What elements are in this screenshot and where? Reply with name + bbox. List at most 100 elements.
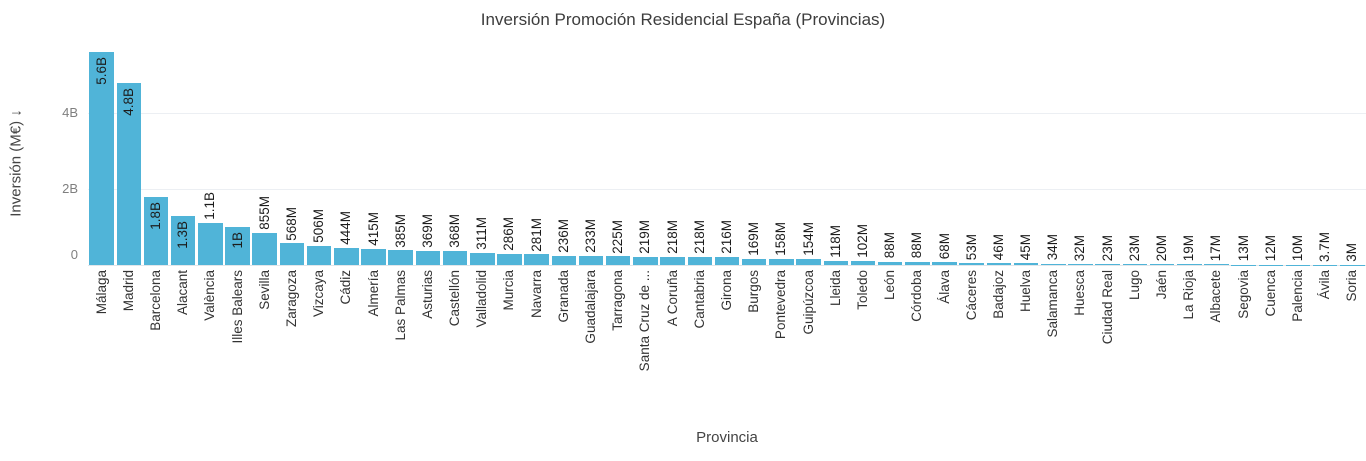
- bar-value-label: 1.8B: [147, 201, 163, 230]
- bar[interactable]: [1095, 264, 1120, 265]
- x-tick-label: Córdoba: [909, 270, 925, 322]
- bar[interactable]: [1122, 264, 1148, 265]
- bar[interactable]: [714, 256, 740, 265]
- bar[interactable]: [850, 261, 876, 265]
- bar-value-label: 13M: [1235, 235, 1251, 262]
- bar[interactable]: [986, 263, 1012, 265]
- bar[interactable]: [959, 263, 984, 265]
- x-tick-label: Guipúzcoa: [800, 270, 816, 335]
- bar[interactable]: [796, 259, 821, 265]
- x-tick-label: Las Palmas: [392, 270, 408, 341]
- x-tick-label: Toledo: [854, 270, 870, 310]
- bar[interactable]: [143, 196, 169, 265]
- bar[interactable]: [1149, 264, 1175, 265]
- bar-value-label: 5.6B: [93, 57, 109, 85]
- x-tick-label: Illes Balears: [229, 270, 245, 344]
- x-tick-label: Lugo: [1126, 270, 1142, 301]
- x-tick-label: Murcia: [501, 270, 517, 311]
- bar-value-label: 19M: [1181, 235, 1197, 262]
- x-tick-label: Salamanca: [1045, 270, 1061, 338]
- bar-value-label: 169M: [746, 221, 762, 256]
- bar[interactable]: [442, 251, 468, 265]
- bar[interactable]: [551, 256, 577, 265]
- bar[interactable]: [415, 250, 441, 265]
- bar-value-label: 10M: [1290, 235, 1306, 262]
- gridline-4b: [88, 113, 1366, 114]
- bar-value-label: 369M: [419, 214, 435, 248]
- plot-area: 5.6B 4.8B 1.8B 1.3B 1.1B 1B 855M 568M 506M 444M 41…: [88, 40, 1366, 265]
- x-tick-label: Badajoz: [990, 270, 1006, 319]
- x-tick-label: Burgos: [746, 270, 762, 313]
- bar[interactable]: [279, 243, 305, 265]
- bar[interactable]: [524, 254, 549, 265]
- bar-value-label: 158M: [773, 222, 789, 256]
- bar[interactable]: [1041, 263, 1066, 265]
- bar[interactable]: [605, 256, 631, 265]
- bar[interactable]: [497, 254, 522, 265]
- gridline-2b: [88, 189, 1366, 190]
- bar-value-label: 233M: [583, 219, 599, 254]
- bar-value-label: 154M: [800, 222, 816, 257]
- bar-value-label: 236M: [555, 219, 571, 254]
- bar[interactable]: [741, 258, 767, 265]
- bar[interactable]: [361, 249, 386, 265]
- bar-value-label: 219M: [637, 219, 653, 254]
- bar-value-label: 45M: [1018, 234, 1034, 261]
- y-axis-title: Inversión (M€) ↓: [7, 109, 25, 217]
- x-tick-label: Zaragoza: [283, 270, 299, 328]
- bar[interactable]: [334, 248, 359, 265]
- x-tick-label: Valladolid: [474, 270, 490, 328]
- bar-value-label: 385M: [392, 213, 408, 248]
- bar[interactable]: [89, 52, 114, 265]
- y-tick-4b: 4B: [62, 105, 78, 120]
- bar[interactable]: [1013, 263, 1039, 265]
- bar[interactable]: [905, 261, 930, 265]
- bar-value-label: 311M: [474, 217, 490, 251]
- x-tick-label: Ciudad Real: [1099, 270, 1115, 345]
- bar-value-label: 32M: [1072, 234, 1088, 261]
- x-tick-label: Madrid: [120, 270, 136, 312]
- bar-value-label: 225M: [610, 219, 626, 254]
- bar[interactable]: [388, 250, 413, 265]
- x-tick-label: Pontevedra: [773, 270, 789, 340]
- bar-value-label: 218M: [691, 219, 707, 254]
- bar-value-label: 88M: [909, 232, 925, 259]
- bar-value-label: 218M: [664, 219, 680, 254]
- bar-value-label: 568M: [283, 206, 299, 241]
- x-tick-label: Santa Cruz de ...: [637, 270, 653, 372]
- x-tick-label: Huelva: [1018, 270, 1034, 313]
- bar-value-label: 4.8B: [120, 87, 136, 116]
- bar[interactable]: [116, 82, 142, 265]
- bar[interactable]: [306, 245, 332, 265]
- bar[interactable]: [170, 215, 196, 265]
- x-tick-label: Málaga: [93, 270, 109, 315]
- bar-value-label: 216M: [719, 220, 734, 254]
- x-tick-label: Soria: [1344, 270, 1360, 302]
- bar[interactable]: [1177, 264, 1202, 265]
- bar-value-label: 415M: [365, 212, 381, 247]
- bar[interactable]: [1068, 263, 1093, 265]
- x-tick-label: Cáceres: [963, 270, 979, 321]
- bar[interactable]: [225, 227, 250, 265]
- bar-value-label: 444M: [338, 211, 354, 246]
- bar[interactable]: [198, 223, 223, 265]
- bar[interactable]: [877, 261, 903, 265]
- x-tick-label: Jaén: [1154, 270, 1170, 300]
- bar[interactable]: [932, 262, 957, 265]
- bar[interactable]: [633, 256, 658, 265]
- bar[interactable]: [252, 232, 277, 265]
- bar[interactable]: [687, 256, 713, 265]
- bar[interactable]: [1204, 264, 1229, 265]
- bar[interactable]: [470, 253, 495, 265]
- bar[interactable]: [660, 256, 685, 265]
- bar[interactable]: [769, 259, 794, 265]
- x-tick-label: Segovia: [1235, 270, 1251, 319]
- x-tick-label: Cantabria: [691, 270, 707, 329]
- x-tick-label: Guadalajara: [583, 270, 599, 344]
- bar[interactable]: [578, 256, 604, 265]
- x-tick-label: Girona: [719, 270, 734, 311]
- bar[interactable]: [823, 260, 849, 265]
- bar-value-label: 68M: [936, 233, 952, 260]
- x-tick-label: Sevilla: [256, 270, 272, 310]
